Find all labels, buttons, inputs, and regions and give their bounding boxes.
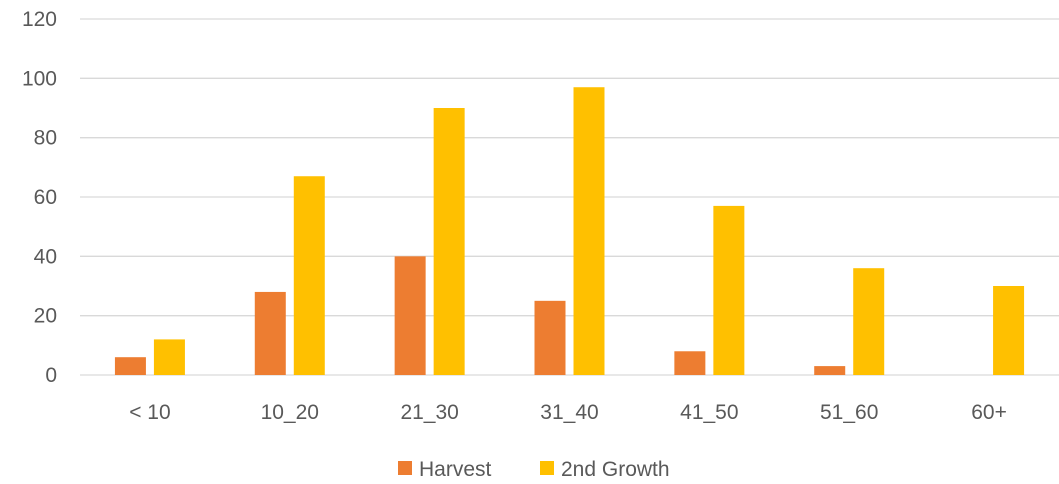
legend-swatch-harvest	[398, 461, 412, 475]
y-tick-label: 40	[34, 245, 57, 268]
bar-2nd-growth-4	[713, 205, 745, 375]
legend-swatch-2nd-growth	[540, 461, 554, 475]
x-tick-label: 21_30	[400, 401, 458, 424]
bar-harvest-2	[394, 256, 426, 375]
x-tick-label: 60+	[971, 401, 1007, 424]
bar-2nd-growth-3	[573, 87, 605, 375]
x-tick-label: 51_60	[820, 401, 878, 424]
y-tick-label: 100	[22, 67, 57, 90]
bar-2nd-growth-6	[993, 286, 1025, 375]
y-tick-label: 20	[34, 305, 57, 328]
bar-harvest-5	[814, 366, 846, 375]
x-tick-label: < 10	[129, 401, 170, 424]
x-tick-label: 31_40	[540, 401, 598, 424]
bar-2nd-growth-0	[153, 339, 185, 375]
y-tick-label: 0	[45, 364, 57, 387]
y-tick-label: 60	[34, 186, 57, 209]
legend-label-harvest: Harvest	[419, 458, 492, 481]
bar-2nd-growth-1	[293, 176, 325, 375]
bar-harvest-1	[254, 291, 286, 375]
bars	[114, 87, 1025, 375]
x-axis-tick-labels: < 10 10_20 21_30 31_40 41_50 51_60 60+	[129, 401, 1007, 424]
bar-harvest-0	[114, 357, 146, 375]
gridlines	[80, 18, 1059, 376]
y-tick-label: 80	[34, 127, 57, 150]
legend-label-2nd-growth: 2nd Growth	[561, 458, 670, 481]
x-tick-label: 41_50	[680, 401, 738, 424]
bar-2nd-growth-5	[853, 268, 885, 375]
bar-harvest-3	[534, 300, 566, 375]
y-axis-tick-labels: 0 20 40 60 80 100 120	[22, 8, 57, 387]
x-tick-label: 10_20	[261, 401, 319, 424]
y-tick-label: 120	[22, 8, 57, 31]
bar-2nd-growth-2	[433, 108, 465, 375]
bar-harvest-4	[674, 351, 706, 375]
legend: Harvest 2nd Growth	[398, 458, 670, 481]
